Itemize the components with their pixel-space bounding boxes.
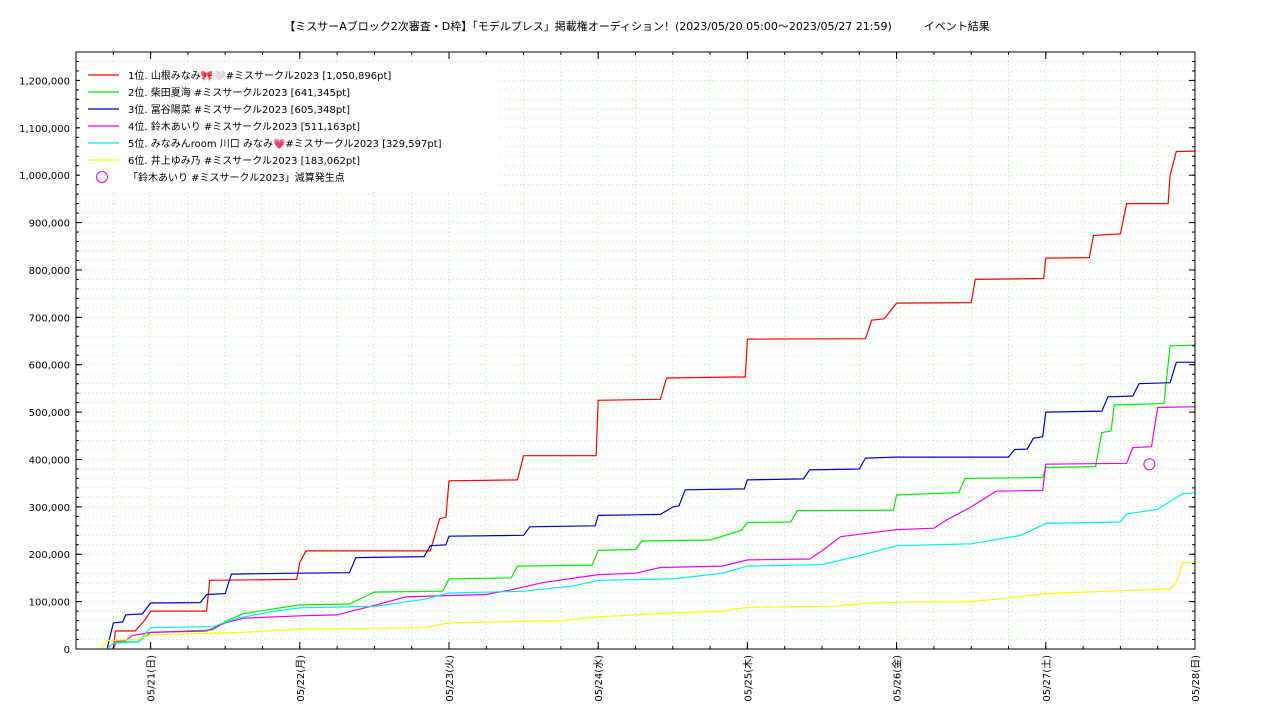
y-tick-label: 800,000 [29,266,70,277]
legend-box [80,62,500,190]
y-tick-label: 900,000 [29,219,70,230]
chart-subtitle: イベント結果 [924,19,990,33]
axes: 0 100,000 200,000 300,000 400,000 500,000 600,… [19,52,1202,702]
y-tick-label: 200,000 [29,550,70,561]
y-tick-label: 1,100,000 [19,124,70,135]
legend-label-5: 5位. みなみんroom 川口 みなみ💗#ミスサークル2023 [329,597… [128,137,442,150]
legend-annotation-marker [96,171,108,183]
series-line-1 [112,150,1196,650]
y-tick-label: 1,000,000 [19,171,70,182]
x-tick-label: 05/25(木) [742,655,754,702]
series-line-3 [106,361,1196,650]
y-tick-label: 0 [64,645,70,656]
x-tick-label: 05/22(月) [295,655,307,702]
annotation-layer [1143,458,1156,471]
chart-title-main: 【ミスサーAブロック2次審査・D枠】「モデルプレス」掲載権オーディション！(20… [284,19,892,33]
legend-label-6: 6位. 井上ゆみ乃 #ミスサークル2023 [183,062pt] [128,154,360,167]
y-tick-label: 1,200,000 [19,76,70,87]
series-line-4 [112,406,1196,650]
legend: 1位. 山根みなみ🎀🤍#ミスサークル2023 [1,050,896pt] 2位. … [80,62,500,190]
legend-label-2: 2位. 柴田夏海 #ミスサークル2023 [641,345pt] [128,86,350,99]
y-tick-label: 100,000 [29,598,70,609]
legend-label-3: 3位. 冨谷陽菜 #ミスサークル2023 [605,348pt] [128,103,350,116]
legend-label-4: 4位. 鈴木あいり #ミスサークル2023 [511,163pt] [128,120,360,133]
x-tick-label: 05/24(水) [593,655,605,702]
series-line-6 [100,561,1196,650]
x-tick-label: 05/21(日) [147,655,158,702]
x-tick-label: 05/26(金) [891,655,904,702]
x-tick-label: 05/27(土) [1040,655,1053,702]
series-line-5 [106,492,1196,650]
annotation-marker [1143,458,1156,471]
y-tick-label: 700,000 [29,313,70,324]
legend-annotation-label: 「鈴木あいり #ミスサークル2023」減算発生点 [128,171,345,184]
series-layer [100,150,1196,650]
x-tick-label: 05/28(日) [1191,655,1202,702]
y-tick-label: 300,000 [29,503,70,514]
x-tick-label: 05/23(火) [444,655,456,702]
y-tick-label: 500,000 [29,408,70,419]
y-tick-label: 400,000 [29,455,70,466]
legend-label-1: 1位. 山根みなみ🎀🤍#ミスサークル2023 [1,050,896pt] [128,69,391,82]
y-tick-label: 600,000 [29,361,70,372]
chart-title: 【ミスサーAブロック2次審査・D枠】「モデルプレス」掲載権オーディション！(20… [284,19,990,33]
series-line-2 [112,344,1196,650]
